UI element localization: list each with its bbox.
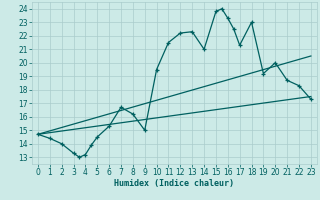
- X-axis label: Humidex (Indice chaleur): Humidex (Indice chaleur): [115, 179, 234, 188]
